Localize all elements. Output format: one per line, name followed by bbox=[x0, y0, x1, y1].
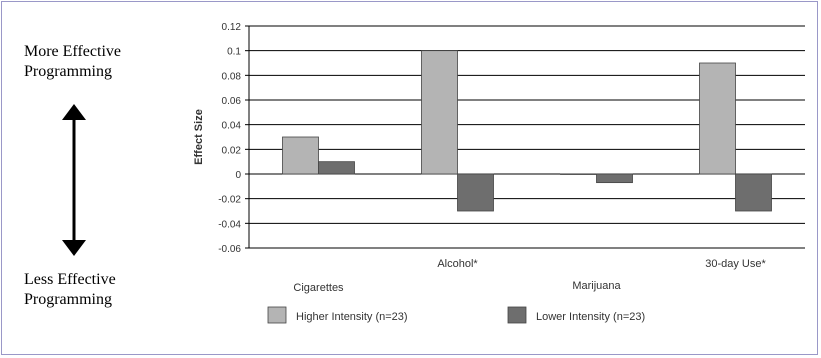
bar-lower-3 bbox=[735, 173, 772, 212]
bar-higher-2 bbox=[560, 173, 597, 175]
y-tick-label: -0.04 bbox=[218, 219, 241, 230]
legend-swatch bbox=[507, 306, 527, 324]
arrow-up-head bbox=[62, 104, 86, 120]
legend-label: Lower Intensity (n=23) bbox=[536, 311, 645, 323]
less-effective-line2: Programming bbox=[24, 291, 112, 308]
y-tick-label: 0.04 bbox=[222, 121, 242, 132]
arrow-shaft bbox=[72, 118, 76, 242]
more-effective-line1: More Effective bbox=[24, 43, 121, 60]
bar-lower-1 bbox=[457, 173, 494, 212]
bar-lower-2 bbox=[596, 173, 633, 184]
y-tick-label: 0.08 bbox=[222, 71, 242, 82]
category-label: Marijuana bbox=[572, 280, 621, 292]
legend-swatch bbox=[267, 306, 287, 324]
more-effective-label: More Effective Programming bbox=[24, 42, 121, 82]
bar-lower-0 bbox=[318, 161, 355, 175]
arrow-down-head bbox=[62, 240, 86, 256]
category-label: 30-day Use* bbox=[705, 258, 766, 270]
y-tick-label: 0 bbox=[235, 170, 241, 181]
legend-label: Higher Intensity (n=23) bbox=[296, 311, 408, 323]
bar-higher-1 bbox=[421, 50, 458, 175]
y-tick-label: 0.02 bbox=[222, 145, 242, 156]
y-tick-label: 0.06 bbox=[222, 96, 242, 107]
effect-size-bar-chart: 0.12 0.1 0.08 0.06 0.04 0.02 0 -0.02 -0.04 -0.06 E… bbox=[193, 22, 805, 324]
y-tick-label: 0.1 bbox=[227, 47, 241, 58]
category-label: Cigarettes bbox=[293, 282, 344, 294]
y-tick-label: -0.06 bbox=[218, 244, 241, 255]
bar-higher-3 bbox=[699, 62, 736, 175]
less-effective-line1: Less Effective bbox=[24, 271, 116, 288]
y-axis-title: Effect Size bbox=[193, 109, 205, 165]
category-label: Alcohol* bbox=[437, 258, 478, 270]
effectiveness-arrow bbox=[60, 104, 88, 256]
y-tick-label: 0.12 bbox=[222, 22, 242, 33]
more-effective-line2: Programming bbox=[24, 63, 112, 80]
less-effective-label: Less Effective Programming bbox=[24, 270, 116, 310]
y-tick-label: -0.02 bbox=[218, 195, 241, 206]
bar-higher-0 bbox=[282, 136, 319, 175]
